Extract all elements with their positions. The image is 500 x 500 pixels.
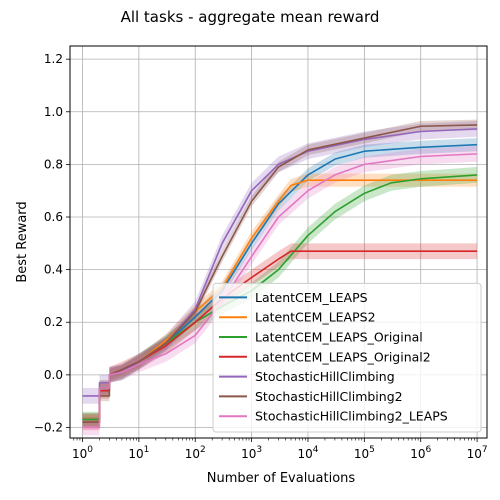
x-axis-label: Number of Evaluations xyxy=(207,471,356,486)
y-tick-label: 0.6 xyxy=(44,210,63,224)
legend-label: LatentCEM_LEAPS_Original2 xyxy=(255,349,431,364)
x-tick-label: 107 xyxy=(467,445,488,461)
chart-title: All tasks - aggregate mean reward xyxy=(121,8,380,26)
x-tick-label: 100 xyxy=(72,445,93,461)
legend-label: LatentCEM_LEAPS2 xyxy=(255,310,376,325)
y-tick-label: 1.0 xyxy=(44,105,63,119)
legend-label: StochasticHillClimbing xyxy=(255,369,395,384)
legend-box xyxy=(212,282,482,433)
legend-label: StochasticHillClimbing2 xyxy=(255,389,403,404)
x-tick-label: 104 xyxy=(297,445,318,461)
y-tick-label: −0.2 xyxy=(34,420,63,434)
x-tick-label: 105 xyxy=(354,445,375,461)
legend: LatentCEM_LEAPS LatentCEM_LEAPS2 LatentCEM… xyxy=(212,282,482,433)
series-line-4 xyxy=(82,128,478,397)
x-tick-label: 101 xyxy=(128,445,149,461)
axis-ticks: 100 101 102 103 104 105 106 107 −0.2 0.0 0.2 0.4 0.6… xyxy=(34,52,488,461)
series-lines xyxy=(82,124,478,429)
x-tick-label: 103 xyxy=(241,445,262,461)
legend-label: LatentCEM_LEAPS_Original xyxy=(255,330,423,345)
y-axis-label: Best Reward xyxy=(15,201,30,282)
y-tick-label: 0.4 xyxy=(44,263,63,277)
series-line-6 xyxy=(82,153,478,429)
legend-label: LatentCEM_LEAPS xyxy=(255,290,368,305)
y-tick-label: 0.2 xyxy=(44,315,63,329)
series-line-5 xyxy=(82,124,478,424)
y-tick-label: 1.2 xyxy=(44,52,63,66)
x-tick-label: 102 xyxy=(185,445,206,461)
series-line-3 xyxy=(82,250,478,424)
y-tick-label: 0.0 xyxy=(44,368,63,382)
legend-label: StochasticHillClimbing2_LEAPS xyxy=(255,409,448,424)
y-tick-label: 0.8 xyxy=(44,157,63,171)
x-tick-label: 106 xyxy=(410,445,431,461)
